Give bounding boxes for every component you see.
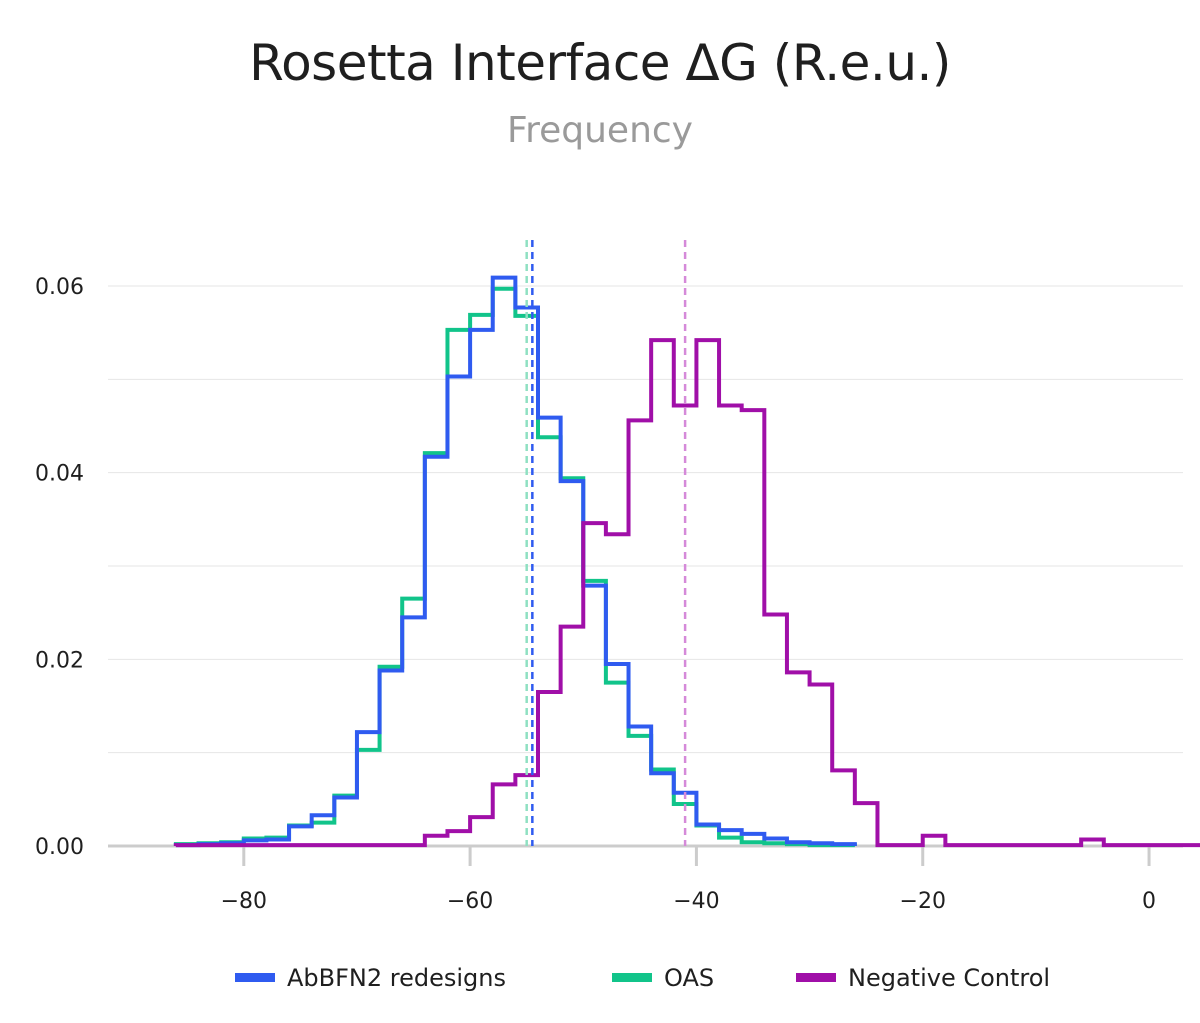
legend-item: AbBFN2 redesigns [235, 964, 506, 992]
y-tick-label: 0.04 [35, 462, 84, 487]
y-tick-label: 0.00 [35, 835, 84, 860]
legend-label: Negative Control [848, 964, 1050, 992]
axes: 0.00 0.02 0.04 0.06 −80 −60 −40 −20 0 [35, 275, 1183, 914]
x-tick-label: −80 [221, 889, 267, 914]
mean-lines [525, 240, 687, 846]
legend-item: OAS [612, 964, 714, 992]
x-tick-label: −20 [900, 889, 946, 914]
series-oas [173, 286, 857, 848]
chart-title: Rosetta Interface ΔG (R.e.u.) [249, 34, 951, 92]
x-tick-label: 0 [1142, 889, 1156, 914]
legend: AbBFN2 redesigns OAS Negative Control [235, 964, 1050, 992]
x-tick-label: −60 [447, 889, 493, 914]
y-tick-label: 0.02 [35, 648, 84, 673]
y-tick-label: 0.06 [35, 275, 84, 300]
series-negative-control [173, 338, 1200, 848]
legend-swatch [796, 973, 836, 982]
legend-label: OAS [664, 964, 714, 992]
legend-swatch [612, 973, 652, 982]
legend-swatch [235, 973, 275, 982]
series-abbfn2-redesigns [173, 275, 857, 848]
x-tick-label: −40 [673, 889, 719, 914]
grid-lines [108, 285, 1183, 754]
legend-item: Negative Control [796, 964, 1050, 992]
legend-label: AbBFN2 redesigns [287, 964, 506, 992]
chart-subtitle: Frequency [507, 110, 693, 151]
series-group [173, 275, 1200, 848]
